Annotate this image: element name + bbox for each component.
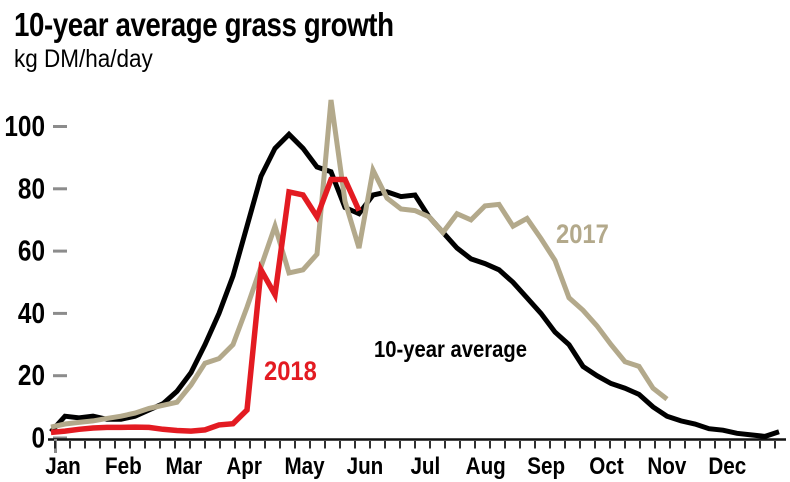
series-label-10-year-average: 10-year average — [374, 336, 527, 363]
x-axis-month-label: Jun — [347, 453, 384, 480]
x-axis-month-label: Nov — [647, 453, 686, 480]
y-axis-label: 80 — [18, 172, 45, 204]
x-axis-month-label: Feb — [105, 453, 142, 480]
y-axis-label: 60 — [18, 235, 45, 267]
x-axis-month-label: Oct — [589, 453, 624, 480]
series-line-2018 — [50, 176, 362, 436]
x-axis-month-label: Apr — [226, 453, 262, 480]
axis-layer: 0 20 40 60 80 100 Jan Feb Mar Apr May Jun Jul Aug Sep O… — [4, 110, 786, 479]
series-line-10-year-average — [49, 130, 780, 439]
x-axis-month-label: Sep — [527, 453, 565, 480]
x-axis-month-label: Aug — [466, 453, 506, 480]
series-label-2018: 2018 — [264, 357, 317, 387]
x-axis-month-label: Jan — [45, 453, 81, 480]
x-axis-month-label: Dec — [708, 453, 746, 480]
x-axis-month-label: May — [284, 453, 325, 480]
x-axis-month-label: Mar — [165, 453, 202, 480]
chart-title: 10-year average grass growth — [14, 6, 394, 43]
chart-y-unit-label: kg DM/ha/day — [14, 45, 153, 73]
x-axis-month-label: Jul — [410, 453, 440, 480]
y-axis-label: 100 — [4, 110, 45, 142]
series-lines-layer — [49, 99, 780, 439]
y-axis-label: 40 — [18, 297, 45, 329]
series-line-2017 — [50, 99, 669, 430]
series-label-2017: 2017 — [556, 220, 609, 250]
y-axis-label: 0 — [31, 422, 45, 454]
y-axis-label: 20 — [18, 359, 45, 391]
